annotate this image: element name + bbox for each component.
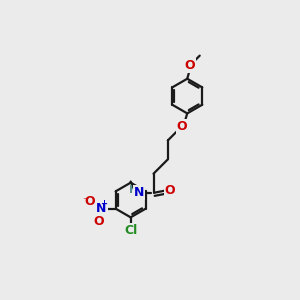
Text: Cl: Cl (124, 224, 137, 236)
Text: H: H (129, 185, 138, 195)
Text: N: N (134, 186, 144, 199)
Text: N: N (96, 202, 106, 215)
Text: O: O (165, 184, 176, 197)
Text: O: O (85, 195, 95, 208)
Text: O: O (177, 120, 188, 133)
Text: +: + (100, 199, 108, 208)
Text: O: O (185, 59, 195, 72)
Text: ⁻: ⁻ (82, 196, 88, 206)
Text: O: O (94, 215, 104, 228)
